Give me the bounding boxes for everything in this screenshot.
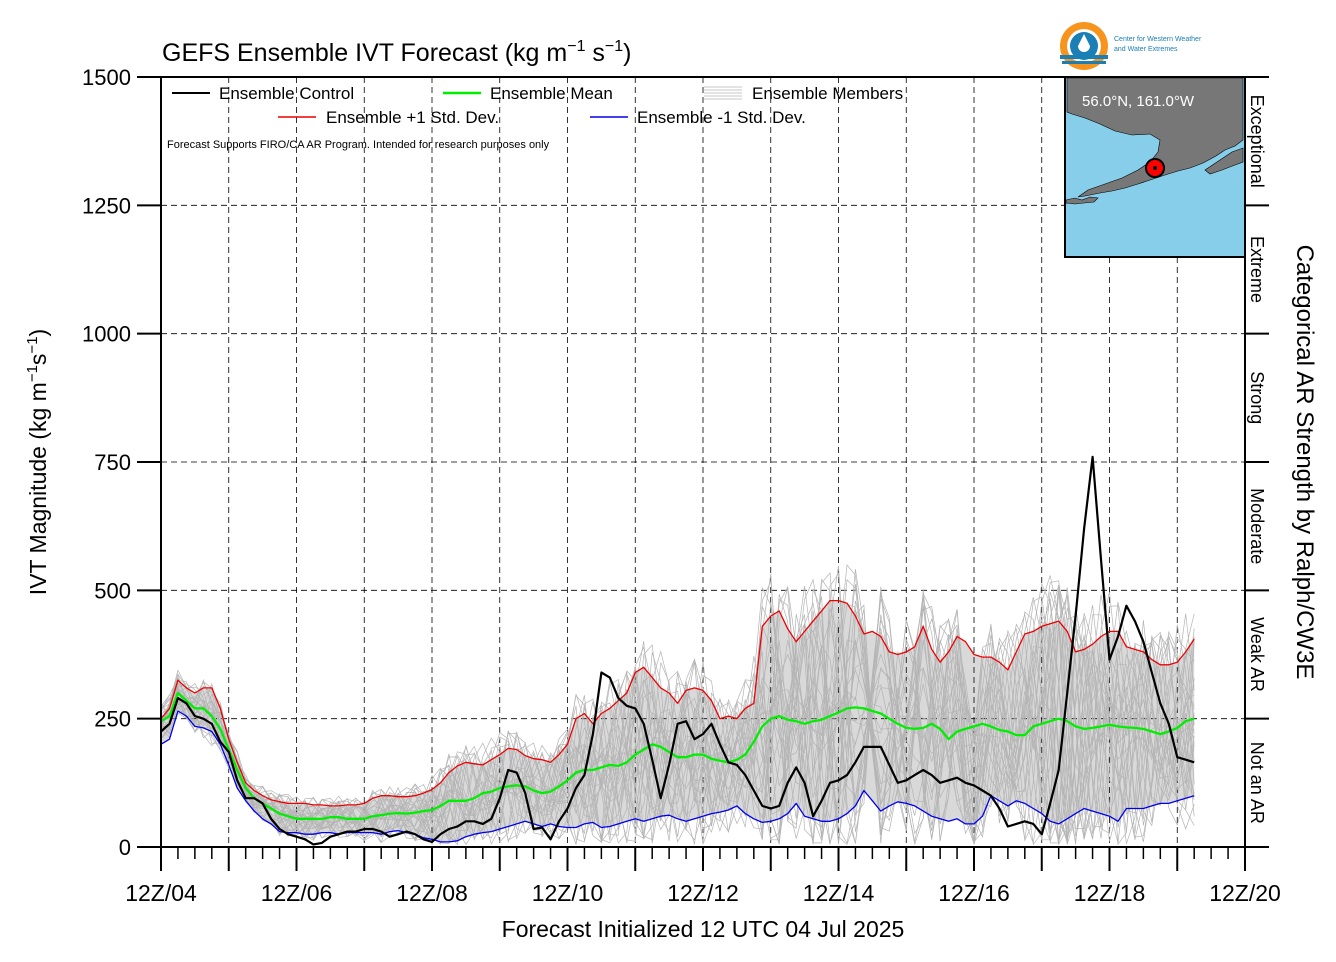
right-axis-title: Categorical AR Strength by Ralph/CW3E	[1291, 245, 1318, 680]
y-tick-label: 500	[94, 578, 131, 603]
member-line	[160, 585, 1195, 843]
location-inset-map: 56.0°N, 161.0°W	[1064, 76, 1246, 258]
series-line-control	[160, 455, 1195, 846]
legend: Ensemble Control Ensemble Mean Ensemble …	[167, 84, 903, 151]
member-line	[160, 608, 1195, 842]
category-label: Exceptional	[1247, 95, 1267, 188]
axes: 0 250 500 750 1000 1250 1500 12Z/04 12Z/06 12Z/08…	[82, 65, 1281, 906]
inset-land-east-coast	[1204, 147, 1244, 175]
series-lines	[160, 455, 1195, 846]
x-tick-label: 12Z/06	[261, 880, 333, 906]
member-line	[160, 573, 1195, 843]
member-line	[160, 596, 1195, 846]
member-line	[160, 572, 1195, 845]
series-line-mean	[160, 691, 1195, 820]
category-label: Strong	[1247, 371, 1267, 424]
legend-members-swatch	[704, 86, 742, 100]
member-line	[160, 589, 1195, 844]
legend-plus: Ensemble +1 Std. Dev.	[326, 108, 499, 127]
x-tick-label: 12Z/04	[125, 880, 197, 906]
y-tick-label: 1500	[82, 65, 131, 90]
y-tick-label: 1000	[82, 322, 131, 347]
series-line-minus	[160, 710, 1195, 843]
y-tick-label: 750	[94, 450, 131, 475]
member-line	[160, 587, 1195, 840]
member-line	[160, 596, 1195, 844]
x-tick-label: 12Z/10	[532, 880, 604, 906]
category-label: Extreme	[1247, 236, 1267, 303]
member-line	[160, 564, 1195, 846]
legend-minus: Ensemble -1 Std. Dev.	[637, 108, 806, 127]
y-tick-label: 250	[94, 707, 131, 732]
member-line	[160, 588, 1195, 844]
inset-location-label: 56.0°N, 161.0°W	[1082, 93, 1195, 110]
chart-title: GEFS Ensemble IVT Forecast (kg m−1 s−1)	[162, 38, 632, 67]
inset-land-island-chain	[1065, 196, 1099, 205]
x-tick-label: 12Z/18	[1074, 880, 1146, 906]
category-label: Moderate	[1247, 488, 1267, 564]
x-axis-title: Forecast Initialized 12 UTC 04 Jul 2025	[502, 916, 905, 942]
x-tick-label: 12Z/16	[938, 880, 1010, 906]
member-line	[160, 594, 1195, 842]
member-line	[160, 600, 1195, 845]
logo-text-line2: and Water Extremes	[1114, 46, 1178, 53]
cw3e-logo: Center for Western Weather and Water Ext…	[1060, 22, 1202, 70]
x-tick-label: 12Z/14	[803, 880, 875, 906]
y-tick-label: 0	[119, 835, 131, 860]
series-line-plus	[160, 599, 1195, 807]
x-tick-label: 12Z/08	[396, 880, 468, 906]
water-drop-icon	[1078, 34, 1090, 52]
legend-control: Ensemble Control	[219, 84, 354, 103]
logo-text-line1: Center for Western Weather	[1114, 36, 1202, 43]
category-label: Weak AR	[1247, 617, 1267, 692]
legend-members: Ensemble Members	[752, 84, 903, 103]
legend-mean: Ensemble Mean	[490, 84, 613, 103]
x-tick-label: 12Z/20	[1209, 880, 1281, 906]
category-label: Not an AR	[1247, 742, 1267, 824]
research-note: Forecast Supports FIRO/CA AR Program. In…	[167, 139, 550, 151]
inset-land-mainland	[1066, 77, 1244, 198]
y-axis-title: IVT Magnitude (kg m−1s−1)	[24, 329, 51, 595]
y-tick-label: 1250	[82, 193, 131, 218]
x-tick-label: 12Z/12	[667, 880, 739, 906]
